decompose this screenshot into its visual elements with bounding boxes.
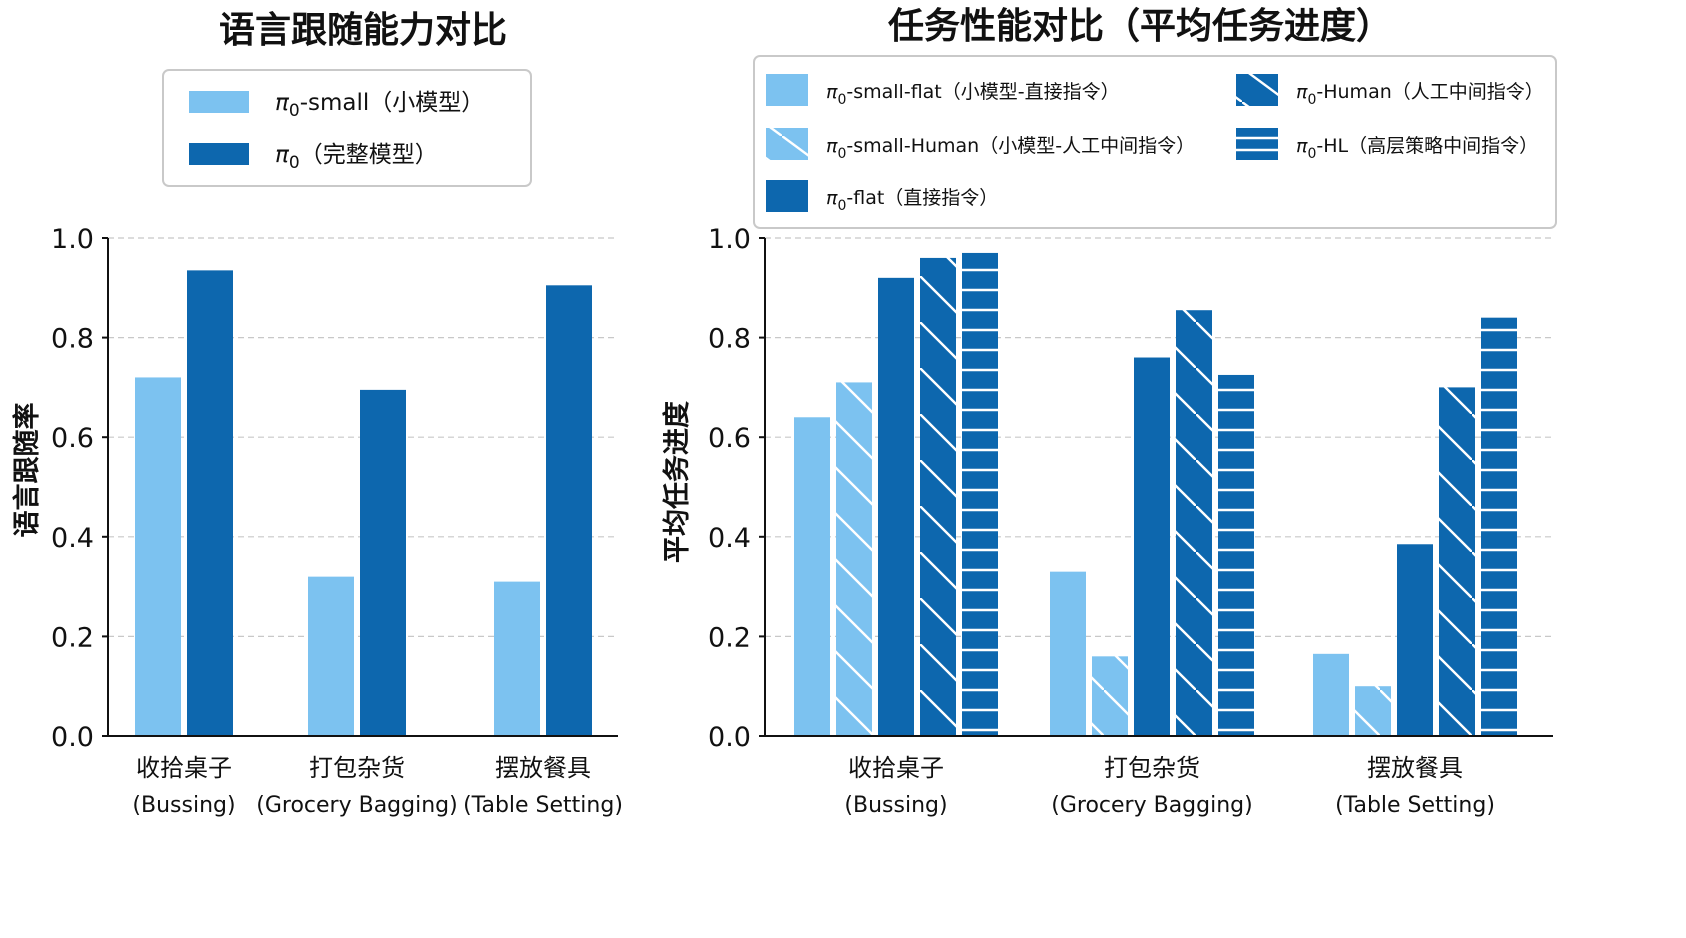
x-tick-label: 摆放餐具 [495, 754, 591, 782]
legend-label-pi: π [826, 81, 838, 103]
bar [308, 576, 354, 736]
legend-label-text: -Human（人工中间指令） [1316, 81, 1543, 103]
legend-label-pi: π [826, 135, 838, 157]
bar [1176, 310, 1212, 736]
bar [546, 285, 592, 736]
bar [1313, 653, 1349, 736]
legend-label-subscript: 0 [837, 198, 846, 214]
legend-label: π0-Human（人工中间指令） [1296, 81, 1544, 108]
bar [1050, 571, 1086, 736]
x-tick-label-en: (Bussing) [844, 793, 947, 818]
legend-swatch [1236, 128, 1278, 160]
y-tick-label: 0.8 [51, 324, 94, 355]
bar [794, 417, 830, 736]
bar [1092, 656, 1128, 736]
y-tick-label: 0.8 [708, 324, 751, 355]
chart-title: 语言跟随能力对比 [219, 10, 507, 51]
bar [1439, 387, 1475, 736]
legend-label-text: -small-flat（小模型-直接指令） [846, 81, 1119, 103]
legend-label-subscript: 0 [289, 153, 300, 173]
bar [836, 382, 872, 736]
bar [494, 581, 540, 736]
x-tick-label-en: (Bussing) [132, 793, 235, 818]
bar [1134, 357, 1170, 736]
chart-2: 任务性能对比（平均任务进度） 平均任务进度 0.0 0.2 0.4 0.6 0.8 1.0 收拾… [661, 6, 1557, 818]
y-axis-label: 语言跟随率 [11, 403, 43, 538]
legend-label-subscript: 0 [837, 146, 846, 162]
legend-box [162, 69, 532, 187]
y-tick-label: 1.0 [708, 224, 751, 255]
x-tick-label: 打包杂货 [309, 754, 405, 782]
y-tick-label: 0.2 [708, 622, 751, 653]
legend-swatch [766, 128, 808, 160]
legend-swatch [189, 143, 249, 165]
legend-label: π0-small-Human（小模型-人工中间指令） [826, 135, 1195, 162]
legend-label-pi: π [1296, 81, 1308, 103]
x-tick-label: 摆放餐具 [1367, 754, 1463, 782]
x-tick-label-en: (Table Setting) [463, 793, 623, 818]
x-tick-label-en: (Table Setting) [1335, 793, 1495, 818]
legend-label-text: （完整模型） [300, 142, 438, 168]
legend-label-text: -small（小模型） [300, 90, 485, 116]
legend-label-subscript: 0 [1307, 146, 1316, 162]
legend-swatch [766, 74, 808, 106]
y-tick-label: 1.0 [51, 224, 94, 255]
x-tick-label: 打包杂货 [1104, 754, 1200, 782]
legend: π0-small-flat（小模型-直接指令）π0-small-Human（小模… [753, 55, 1557, 229]
legend-label-pi: π [275, 90, 290, 116]
legend-swatch [766, 180, 808, 212]
legend-box [753, 55, 1557, 229]
legend-label-pi: π [1296, 135, 1308, 157]
legend-label: π0（完整模型） [275, 142, 438, 173]
legend-label-subscript: 0 [289, 101, 300, 121]
y-tick-label: 0.6 [708, 423, 751, 454]
y-tick-label: 0.2 [51, 622, 94, 653]
bar [920, 257, 956, 736]
y-tick-label: 0.6 [51, 423, 94, 454]
y-tick-label: 0.4 [51, 523, 94, 554]
legend-label: π0-flat（直接指令） [826, 187, 998, 214]
legend-label-pi: π [275, 142, 290, 168]
x-tick-label: 收拾桌子 [136, 754, 232, 782]
legend-swatch [1236, 74, 1278, 106]
y-tick-label: 0.4 [708, 523, 751, 554]
legend: π0-small（小模型）π0（完整模型） [162, 69, 532, 187]
bar [135, 377, 181, 736]
x-tick-label-en: (Grocery Bagging) [1051, 793, 1252, 818]
y-tick-label: 0.0 [51, 722, 94, 753]
chart-title: 任务性能对比（平均任务进度） [888, 6, 1392, 47]
legend-label-text: -flat（直接指令） [846, 187, 998, 209]
x-tick-label-en: (Grocery Bagging) [256, 793, 457, 818]
bar [878, 277, 914, 736]
legend-label-subscript: 0 [837, 92, 846, 108]
legend-label: π0-small-flat（小模型-直接指令） [826, 81, 1120, 108]
y-tick-label: 0.0 [708, 722, 751, 753]
legend-label: π0-HL（高层策略中间指令） [1296, 135, 1538, 162]
legend-label-text: -HL（高层策略中间指令） [1316, 135, 1538, 157]
y-axis-label: 平均任务进度 [661, 401, 693, 563]
bar [1397, 544, 1433, 736]
bar [1481, 317, 1517, 736]
bar [360, 389, 406, 736]
bar [962, 252, 998, 736]
legend-swatch [189, 91, 249, 113]
legend-label: π0-small（小模型） [275, 90, 484, 121]
legend-label-text: -small-Human（小模型-人工中间指令） [846, 135, 1195, 157]
bar [1355, 686, 1391, 736]
legend-label-subscript: 0 [1307, 92, 1316, 108]
x-tick-label: 收拾桌子 [848, 754, 944, 782]
legend-label-pi: π [826, 187, 838, 209]
bar [187, 270, 233, 736]
bar [1218, 374, 1254, 736]
